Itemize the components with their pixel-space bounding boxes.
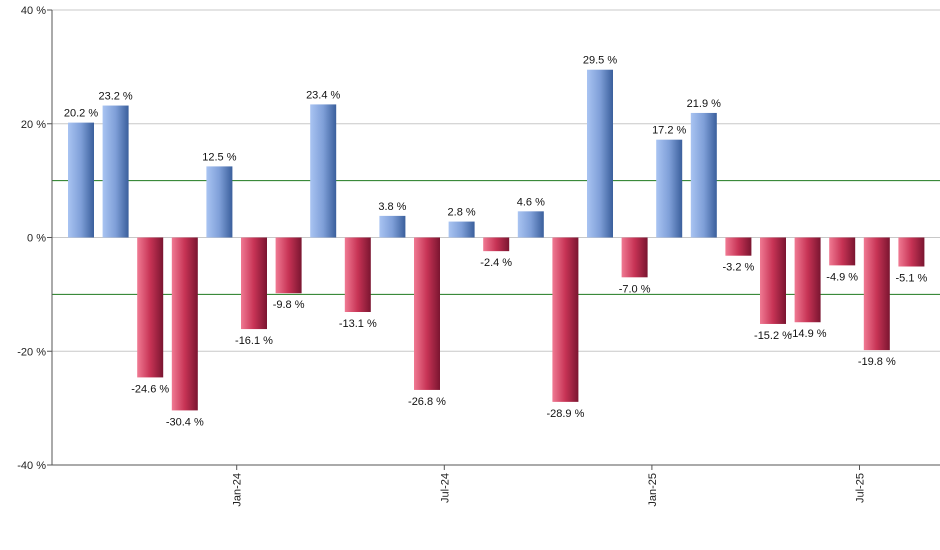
data-label: 23.2 % — [98, 91, 132, 103]
data-label: -5.1 % — [896, 273, 928, 285]
bar-negative — [725, 237, 752, 256]
y-tick-label: 40 % — [21, 5, 46, 17]
bar-negative — [241, 237, 267, 330]
bar-positive — [68, 122, 94, 238]
axes: 40 % 20 % 0 % -20 % -40 % Jan-24 Jul-24 Jan-25 J… — [17, 5, 940, 507]
x-tick-label: Jul-25 — [855, 473, 867, 503]
data-label: -14.9 % — [789, 328, 827, 340]
data-label: 21.9 % — [687, 98, 721, 110]
bar-positive — [517, 211, 544, 238]
bar-positive — [102, 105, 129, 238]
bar-negative — [794, 237, 821, 323]
bar-positive — [206, 166, 233, 238]
data-label: -9.8 % — [273, 299, 305, 311]
bar-negative — [760, 237, 786, 324]
data-label: -16.1 % — [235, 335, 273, 347]
data-label: 12.5 % — [202, 151, 236, 163]
data-label: 2.8 % — [448, 207, 476, 219]
bar-positive — [379, 215, 406, 238]
bar-positive — [587, 69, 613, 238]
reference-lines — [52, 180, 940, 295]
data-label: -26.8 % — [408, 396, 446, 408]
bar-negative — [414, 237, 440, 390]
data-label: -2.4 % — [480, 257, 512, 269]
bar-negative — [552, 237, 579, 402]
data-label: -7.0 % — [619, 283, 651, 295]
bar-negative — [829, 237, 856, 266]
bar-negative — [898, 237, 925, 267]
data-label: -24.6 % — [131, 383, 169, 395]
x-tick-label: Jul-24 — [439, 473, 451, 503]
data-label: 3.8 % — [378, 201, 406, 213]
y-tick-label: -40 % — [17, 460, 46, 472]
bar-positive — [690, 112, 717, 238]
data-label: 23.4 % — [306, 89, 340, 101]
data-label: -3.2 % — [723, 262, 755, 274]
x-tick-label: Jan-24 — [232, 473, 244, 507]
bar-positive — [448, 221, 475, 238]
bar-positive — [310, 104, 337, 238]
data-label: -4.9 % — [826, 271, 858, 283]
data-label: -30.4 % — [166, 416, 204, 428]
data-label: -15.2 % — [754, 330, 792, 342]
bar-negative — [275, 237, 302, 294]
data-label: 4.6 % — [517, 196, 545, 208]
data-label: 29.5 % — [583, 55, 617, 67]
bar-positive — [656, 139, 683, 238]
data-label: -28.9 % — [546, 408, 584, 420]
data-label: -19.8 % — [858, 356, 896, 368]
data-labels: 20.2 %23.2 % -24.6 % -30.4 % 12.5 % -16.1 % -… — [64, 55, 928, 429]
y-tick-label: 0 % — [27, 233, 46, 245]
bar-negative — [621, 237, 648, 278]
bar-negative — [344, 237, 371, 313]
data-label: -13.1 % — [339, 318, 377, 330]
bar-negative — [137, 237, 164, 378]
bar-negative — [863, 237, 890, 351]
y-tick-label: 20 % — [21, 119, 46, 131]
x-tick-label: Jan-25 — [647, 473, 659, 507]
data-label: 17.2 % — [652, 125, 686, 137]
y-tick-label: -20 % — [17, 346, 46, 358]
bars — [68, 69, 925, 411]
data-label: 20.2 % — [64, 108, 98, 120]
bar-negative — [171, 237, 198, 411]
bar-negative — [483, 237, 510, 252]
